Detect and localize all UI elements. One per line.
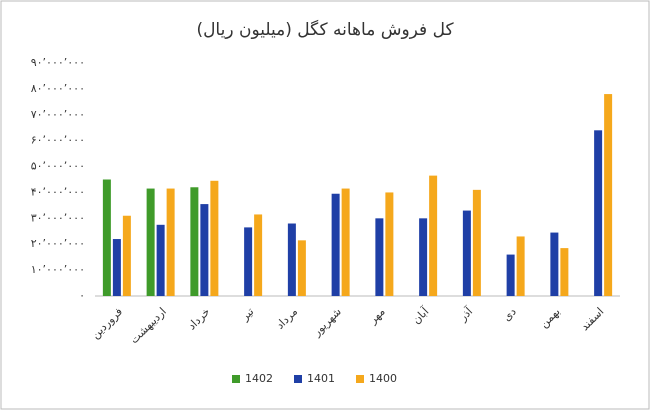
bar — [429, 175, 438, 296]
bar — [472, 189, 481, 296]
bar — [385, 192, 394, 296]
bar — [462, 210, 471, 296]
y-tick-label: ۰ — [79, 289, 85, 302]
chart-title: کل فروش ماهانه کگل (میلیون ریال) — [196, 19, 454, 40]
bar — [112, 239, 121, 296]
y-tick-label: ۷۰٬۰۰۰٬۰۰۰ — [31, 108, 85, 121]
bar — [594, 130, 603, 296]
bar — [331, 193, 340, 296]
y-tick-label: ۳۰٬۰۰۰٬۰۰۰ — [31, 211, 85, 224]
bar — [190, 187, 199, 296]
bar — [550, 232, 559, 296]
bar — [200, 204, 209, 296]
y-tick-label: ۶۰٬۰۰۰٬۰۰۰ — [31, 134, 85, 147]
bar — [166, 188, 175, 296]
bar — [210, 180, 219, 296]
legend-label: 1400 — [369, 372, 397, 385]
bar — [375, 218, 384, 296]
bar — [122, 215, 131, 296]
y-tick-label: ۴۰٬۰۰۰٬۰۰۰ — [31, 185, 85, 198]
bar — [146, 188, 155, 296]
bar — [516, 236, 525, 296]
bar — [341, 188, 350, 296]
bar — [254, 214, 263, 296]
legend-swatch — [294, 375, 302, 383]
y-tick-label: ۸۰٬۰۰۰٬۰۰۰ — [31, 82, 85, 95]
bar — [560, 248, 569, 296]
legend-swatch — [232, 375, 240, 383]
bar — [419, 218, 428, 296]
y-tick-label: ۵۰٬۰۰۰٬۰۰۰ — [31, 160, 85, 173]
y-tick-label: ۲۰٬۰۰۰٬۰۰۰ — [31, 237, 85, 250]
legend-label: 1401 — [307, 372, 335, 385]
legend-label: 1402 — [245, 372, 273, 385]
y-tick-label: ۱۰٬۰۰۰٬۰۰۰ — [31, 263, 85, 276]
bar — [156, 224, 165, 296]
bar — [102, 179, 111, 296]
bar — [287, 223, 296, 296]
legend-swatch — [356, 375, 364, 383]
y-tick-label: ۹۰٬۰۰۰٬۰۰۰ — [31, 56, 85, 69]
bar — [604, 94, 613, 296]
bar — [244, 227, 253, 296]
bar — [297, 240, 306, 296]
bar — [506, 254, 515, 296]
